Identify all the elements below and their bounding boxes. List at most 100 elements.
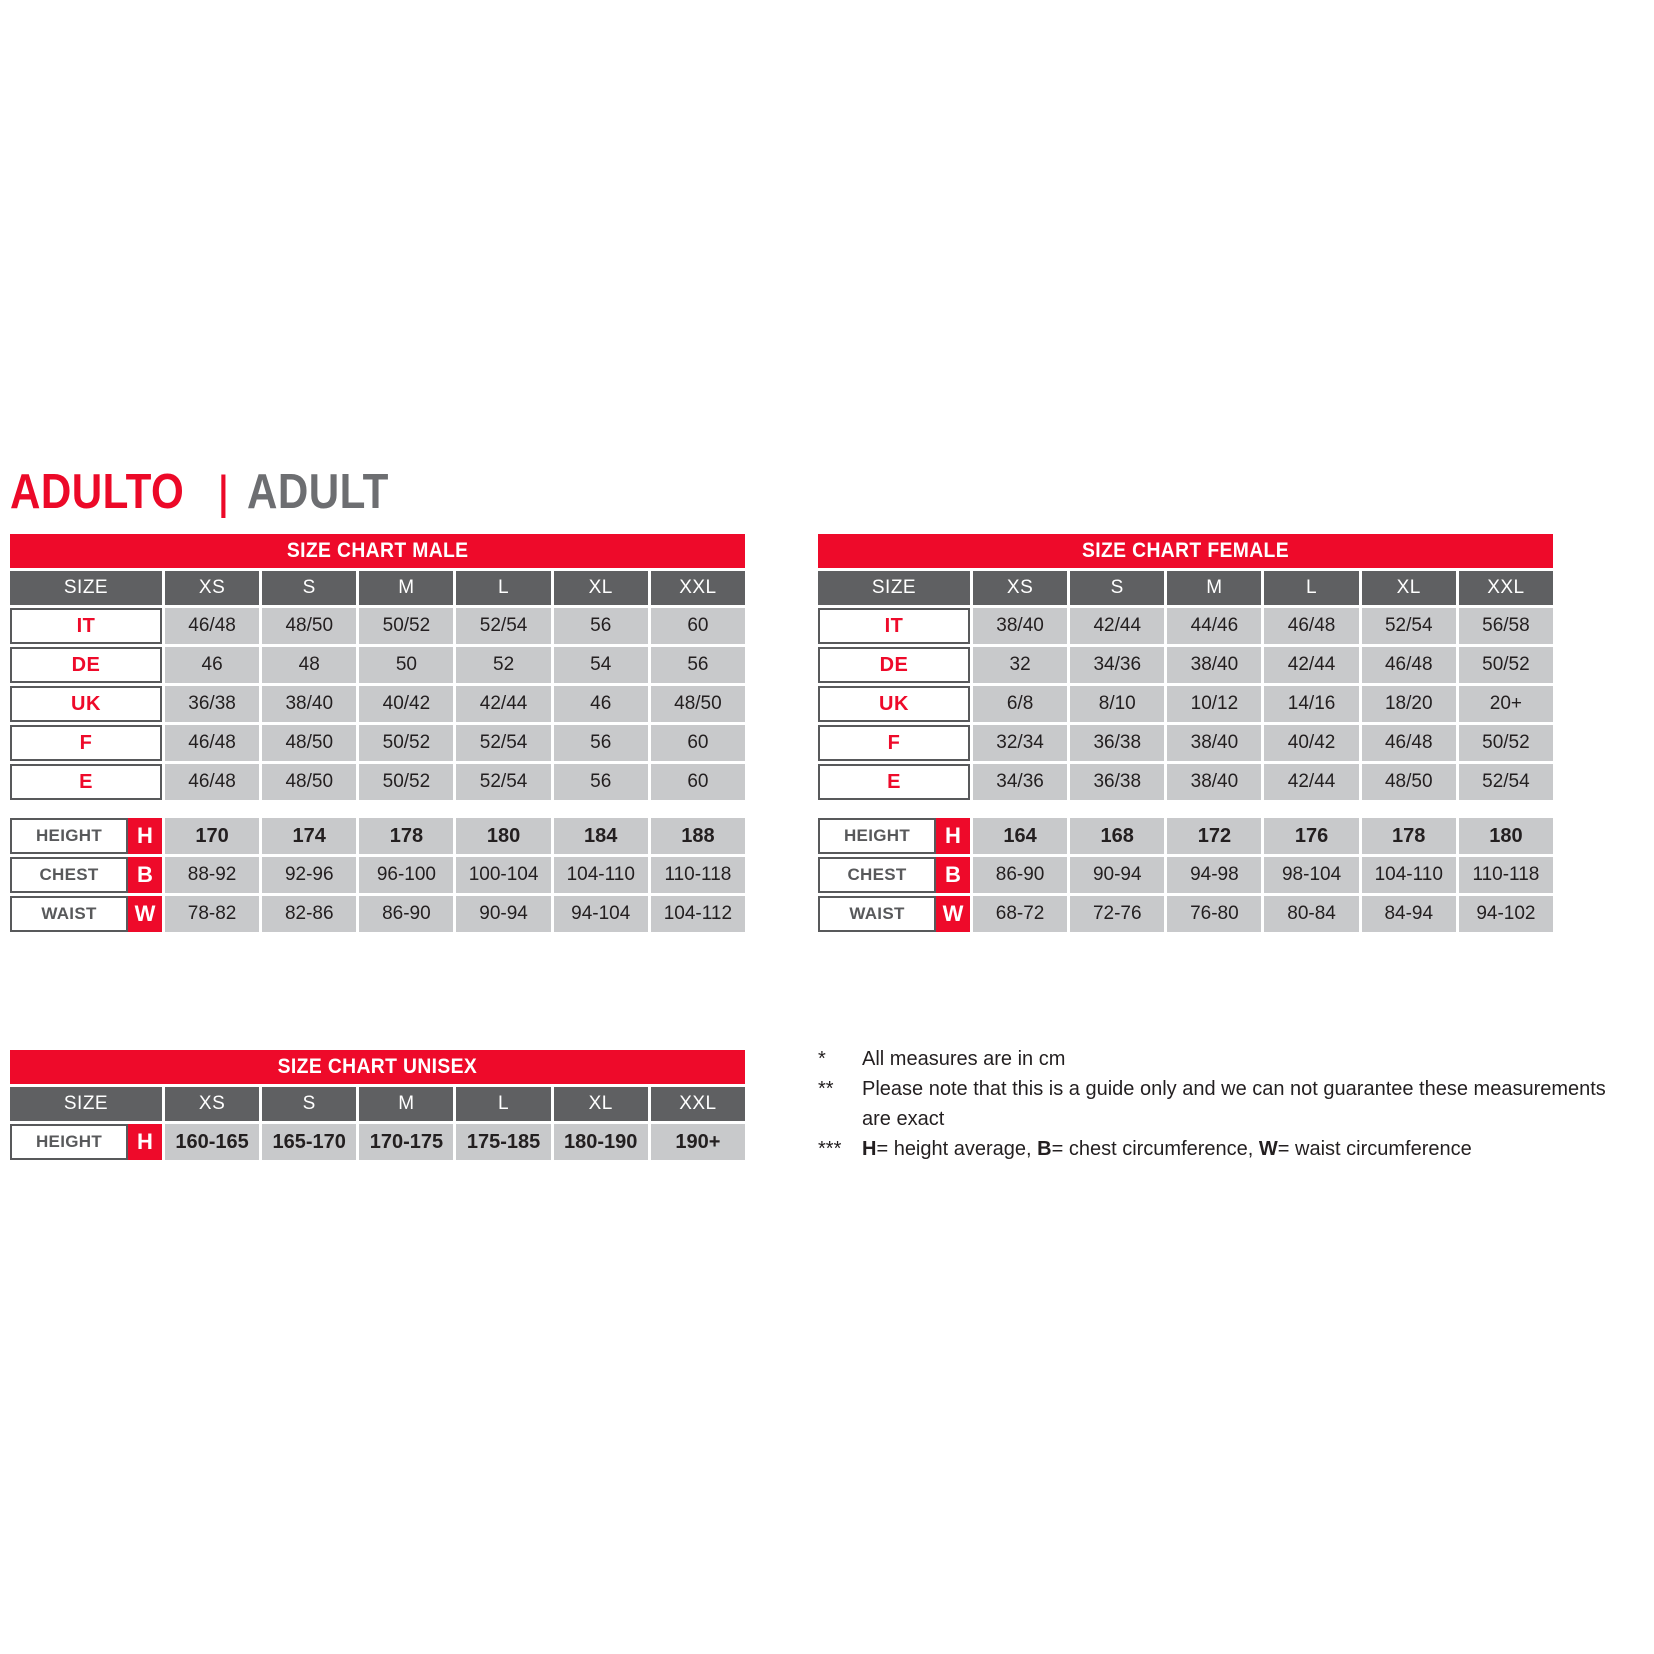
table-cell: 46/48 [1264, 608, 1359, 644]
table-cell: 48/50 [262, 725, 357, 761]
table-cell: 164 [973, 818, 1068, 854]
table-cell: 46/48 [1361, 647, 1456, 683]
table-cell: 48/50 [262, 608, 357, 644]
unisex-chart-title-text: SIZE CHART UNISEX [277, 1055, 478, 1078]
unisex-chart-grid: SIZE XS S M L XL XXL HEIGHT H 160-165 165-170 170-1… [10, 1087, 745, 1160]
table-cell: 90-94 [1070, 857, 1165, 893]
table-cell: 72-76 [1070, 896, 1165, 932]
table-cell: 104-110 [553, 857, 648, 893]
male-measure-label-waist: WAIST W [10, 896, 162, 932]
table-cell: 78-82 [165, 896, 260, 932]
table-cell: 180 [456, 818, 551, 854]
female-header-xl: XL [1361, 571, 1456, 605]
measure-name: CHEST [818, 857, 936, 893]
table-cell: 40/42 [359, 686, 454, 722]
table-cell: 170 [165, 818, 260, 854]
table-cell: 56/58 [1458, 608, 1553, 644]
table-cell: 46 [165, 647, 260, 683]
table-cell: 68-72 [973, 896, 1068, 932]
male-measure-label-height: HEIGHT H [10, 818, 162, 854]
table-cell: 46/48 [165, 725, 260, 761]
table-cell: 8/10 [1070, 686, 1165, 722]
table-cell: 34/36 [973, 764, 1068, 800]
male-row-label-e: E [10, 764, 162, 800]
male-row-label-de: DE [10, 647, 162, 683]
footnote-item: ** Please note that this is a guide only … [818, 1074, 1618, 1134]
unisex-header-size: SIZE [10, 1087, 162, 1121]
table-cell: 38/40 [1167, 764, 1262, 800]
table-cell: 44/46 [1167, 608, 1262, 644]
table-cell: 92-96 [262, 857, 357, 893]
table-cell: 104-112 [650, 896, 745, 932]
table-cell: 175-185 [456, 1124, 551, 1160]
measure-badge-b: B [128, 857, 162, 893]
table-cell: 32/34 [973, 725, 1068, 761]
female-row-label-f: F [818, 725, 970, 761]
table-cell: 170-175 [359, 1124, 454, 1160]
table-cell: 38/40 [262, 686, 357, 722]
female-header-size: SIZE [818, 571, 970, 605]
unisex-header-m: M [359, 1087, 454, 1121]
table-cell: 42/44 [1264, 764, 1359, 800]
size-chart-unisex: SIZE CHART UNISEX SIZE XS S M L XL XXL HEIGHT H 1… [10, 1050, 745, 1160]
table-cell: 82-86 [262, 896, 357, 932]
footnote-item: * All measures are in cm [818, 1044, 1618, 1074]
table-cell: 50 [359, 647, 454, 683]
page-title-italian: ADULTO [10, 465, 185, 519]
table-cell: 46 [553, 686, 648, 722]
table-cell: 178 [359, 818, 454, 854]
female-row-label-de: DE [818, 647, 970, 683]
table-cell: 50/52 [1458, 647, 1553, 683]
female-header-xxl: XXL [1458, 571, 1553, 605]
measure-badge-h: H [128, 1124, 162, 1160]
table-cell: 48 [262, 647, 357, 683]
measure-badge-h: H [936, 818, 970, 854]
female-header-xs: XS [973, 571, 1068, 605]
table-cell: 104-110 [1361, 857, 1456, 893]
table-cell: 56 [650, 647, 745, 683]
measure-name: WAIST [818, 896, 936, 932]
footnotes: * All measures are in cm ** Please note tha… [818, 1044, 1618, 1164]
male-chart-title: SIZE CHART MALE [10, 534, 745, 568]
table-cell: 10/12 [1167, 686, 1262, 722]
male-header-xxl: XXL [650, 571, 745, 605]
footnote-marker: ** [818, 1078, 834, 1100]
table-cell: 100-104 [456, 857, 551, 893]
table-cell: 88-92 [165, 857, 260, 893]
unisex-header-s: S [262, 1087, 357, 1121]
size-chart-female: SIZE CHART FEMALE SIZE XS S M L XL XXL IT 38/40 4… [818, 534, 1553, 932]
table-cell: 160-165 [165, 1124, 260, 1160]
table-cell: 52/54 [456, 725, 551, 761]
table-cell: 38/40 [973, 608, 1068, 644]
female-chart-title-text: SIZE CHART FEMALE [1082, 539, 1289, 562]
table-cell: 96-100 [359, 857, 454, 893]
table-cell: 42/44 [1070, 608, 1165, 644]
table-cell: 50/52 [1458, 725, 1553, 761]
female-header-l: L [1264, 571, 1359, 605]
footnote-text: Please note that this is a guide only an… [862, 1078, 1606, 1130]
table-cell: 60 [650, 608, 745, 644]
table-cell: 180-190 [553, 1124, 648, 1160]
table-cell: 168 [1070, 818, 1165, 854]
female-header-m: M [1167, 571, 1262, 605]
table-cell: 90-94 [456, 896, 551, 932]
page-title-english: ADULT [246, 465, 389, 519]
measure-name: WAIST [10, 896, 128, 932]
size-chart-male: SIZE CHART MALE SIZE XS S M L XL XXL IT 46/48 48/… [10, 534, 745, 932]
table-cell: 50/52 [359, 725, 454, 761]
table-cell: 52/54 [1458, 764, 1553, 800]
table-cell: 56 [553, 608, 648, 644]
male-header-m: M [359, 571, 454, 605]
table-cell: 176 [1264, 818, 1359, 854]
table-cell: 184 [553, 818, 648, 854]
table-cell: 94-102 [1458, 896, 1553, 932]
table-cell: 52/54 [1361, 608, 1456, 644]
male-row-label-uk: UK [10, 686, 162, 722]
footnote-item: *** H= height average, B= chest circumfer… [818, 1134, 1618, 1164]
measure-name: HEIGHT [818, 818, 936, 854]
female-measure-label-waist: WAIST W [818, 896, 970, 932]
male-chart-grid: SIZE XS S M L XL XXL IT 46/48 48/50 50/52 52/54 56 60… [10, 571, 745, 932]
table-cell: 60 [650, 725, 745, 761]
measure-name: CHEST [10, 857, 128, 893]
